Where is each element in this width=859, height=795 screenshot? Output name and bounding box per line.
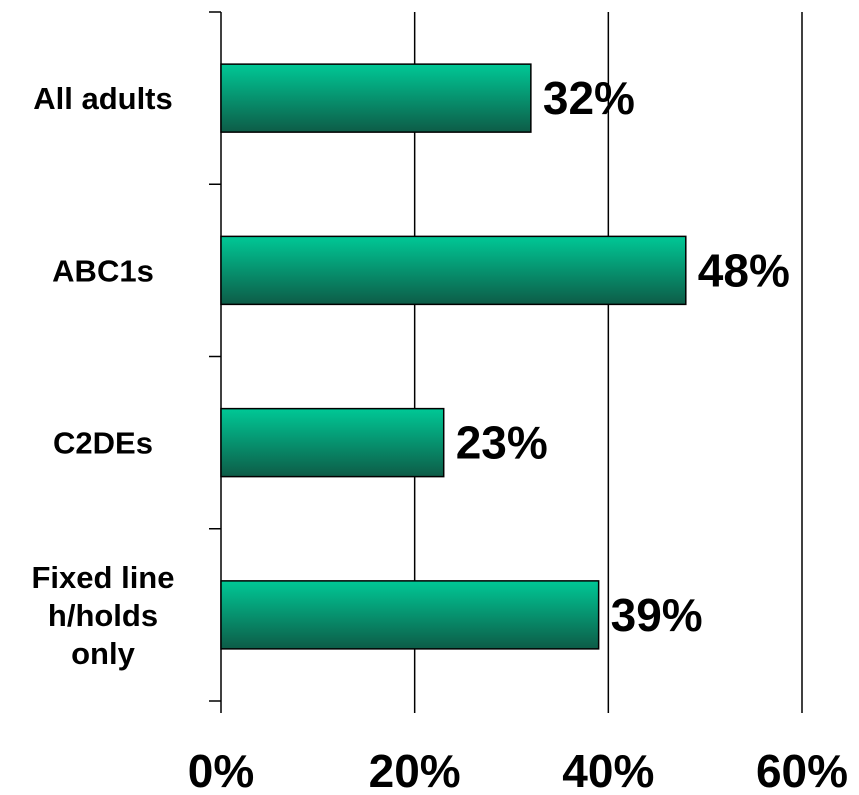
x-tick-label-3: 60%	[756, 745, 848, 795]
labels: 32% All adults 48% ABC1s 23% C2DEs 39% Fixed li…	[32, 72, 849, 795]
value-label-3: 39%	[611, 589, 703, 641]
bar-1	[220, 235, 687, 306]
value-label-1: 48%	[698, 244, 790, 296]
category-label-3: Fixed line h/holds only	[32, 560, 175, 671]
category-label-2: C2DEs	[53, 426, 153, 461]
bars	[220, 63, 687, 650]
category-label-1: ABC1s	[52, 253, 154, 288]
value-label-2: 23%	[456, 417, 548, 469]
bar-2	[220, 407, 445, 478]
category-label-0: All adults	[33, 81, 173, 116]
x-tick-label-2: 40%	[562, 745, 654, 795]
x-tick-label-1: 20%	[369, 745, 461, 795]
value-label-0: 32%	[543, 72, 635, 124]
bar-3	[220, 580, 600, 650]
bar-0	[220, 63, 532, 133]
x-tick-label-0: 0%	[188, 745, 254, 795]
